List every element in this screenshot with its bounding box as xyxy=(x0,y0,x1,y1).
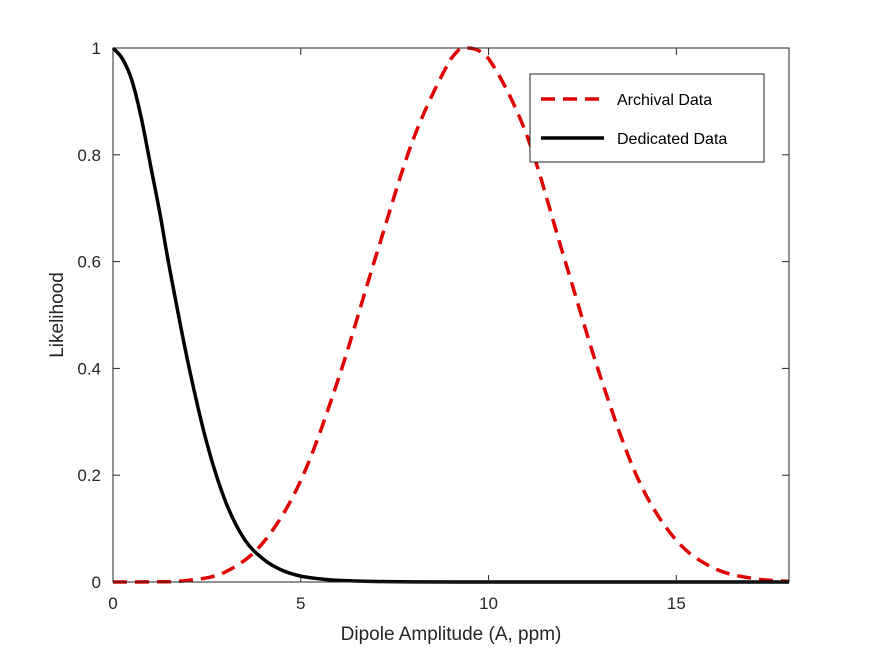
legend-box xyxy=(529,73,765,163)
x-tick-label: 5 xyxy=(296,594,305,613)
y-tick-label: 0 xyxy=(92,573,101,592)
legend-label: Archival Data xyxy=(617,92,712,109)
y-tick-label: 1 xyxy=(92,39,101,58)
series-line-1 xyxy=(112,46,790,584)
x-tick-label: 15 xyxy=(667,594,686,613)
legend-label: Dedicated Data xyxy=(617,131,727,148)
y-tick-label: 0.8 xyxy=(77,146,101,165)
y-axis-label: Likelihood xyxy=(47,272,68,358)
x-axis-label: Dipole Amplitude (A, ppm) xyxy=(341,624,562,645)
y-tick-label: 0.2 xyxy=(77,466,101,485)
legend: Archival Data Dedicated Data xyxy=(529,73,765,163)
plot-frame xyxy=(112,47,790,583)
ticks-layer: 0 5 10 15 0 0.2 0.4 0.6 0.8 1 xyxy=(77,39,789,613)
y-tick-label: 0.4 xyxy=(77,359,101,378)
y-tick-label: 0.6 xyxy=(77,253,101,272)
legend-entries: Archival Data Dedicated Data xyxy=(541,92,727,148)
x-tick-label: 10 xyxy=(479,594,498,613)
x-tick-label: 0 xyxy=(108,594,117,613)
